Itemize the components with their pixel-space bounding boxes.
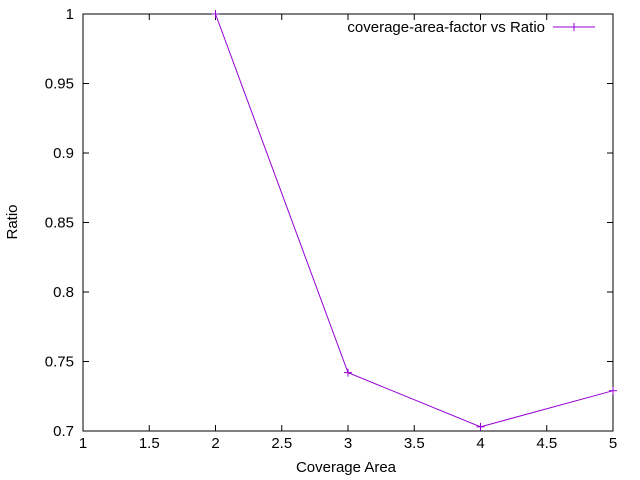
- x-tick-label: 2.5: [271, 435, 292, 452]
- y-tick-label: 0.7: [53, 423, 74, 440]
- y-tick-label: 1: [66, 6, 74, 23]
- y-tick-label: 0.75: [45, 354, 74, 371]
- x-axis-label: Coverage Area: [296, 459, 397, 476]
- y-tick-label: 0.85: [45, 215, 74, 232]
- x-tick-label: 3: [344, 435, 352, 452]
- y-axis-label: Ratio: [4, 204, 21, 239]
- plot-frame: [82, 13, 614, 432]
- x-tick-label: 2: [211, 435, 219, 452]
- y-axis-ticks: 0.7 0.75 0.8 0.85 0.9 0.95 1: [45, 6, 613, 440]
- x-tick-label: 4.5: [536, 435, 557, 452]
- x-tick-label: 3.5: [404, 435, 425, 452]
- legend: coverage-area-factor vs Ratio: [347, 19, 595, 36]
- legend-marker: [570, 23, 578, 31]
- series-line: [215, 13, 614, 428]
- legend-label: coverage-area-factor vs Ratio: [347, 19, 545, 36]
- x-tick-label: 1.5: [139, 435, 160, 452]
- x-axis-ticks: 1 1.5 2 2.5 3 3.5 4 4.5 5: [79, 14, 617, 452]
- x-tick-label: 4: [476, 435, 484, 452]
- x-tick-label: 5: [609, 435, 617, 452]
- series-group: [211, 10, 617, 431]
- y-tick-label: 0.95: [45, 76, 74, 93]
- y-tick-label: 0.9: [53, 145, 74, 162]
- x-tick-label: 1: [79, 435, 87, 452]
- y-tick-label: 0.8: [53, 284, 74, 301]
